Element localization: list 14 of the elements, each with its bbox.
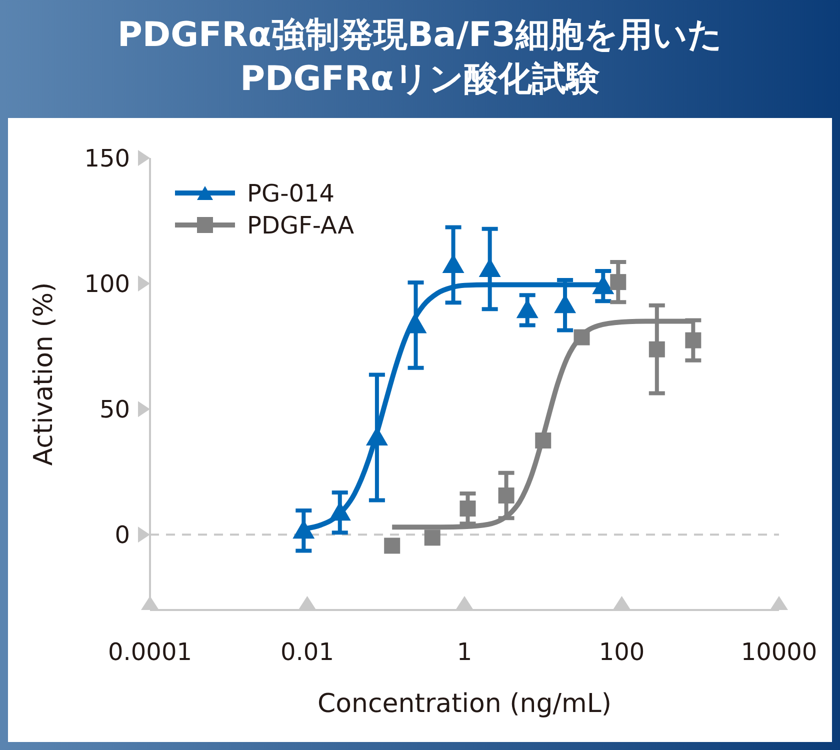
x-tick-label: 0.01 — [280, 638, 334, 666]
x-tick-label: 10000 — [740, 638, 818, 666]
x-tick-label: 1 — [456, 638, 472, 666]
y-tick-label: 0 — [114, 521, 130, 550]
x-tick-label: 0.0001 — [108, 638, 192, 666]
y-tick-label: 150 — [84, 144, 130, 172]
y-tick-label: 100 — [84, 270, 130, 298]
x-axis-title: Concentration (ng/mL) — [317, 689, 612, 719]
chart-title: PDGFRα強制発現Ba/F3細胞を用いた PDGFRαリン酸化試験 — [118, 15, 722, 99]
legend-label: PG-014 — [247, 179, 335, 208]
x-tick-label: 100 — [598, 638, 645, 666]
y-axis-title: Activation (%) — [29, 282, 59, 466]
y-tick-label: 50 — [99, 396, 130, 424]
legend-label: PDGF-AA — [247, 211, 355, 240]
